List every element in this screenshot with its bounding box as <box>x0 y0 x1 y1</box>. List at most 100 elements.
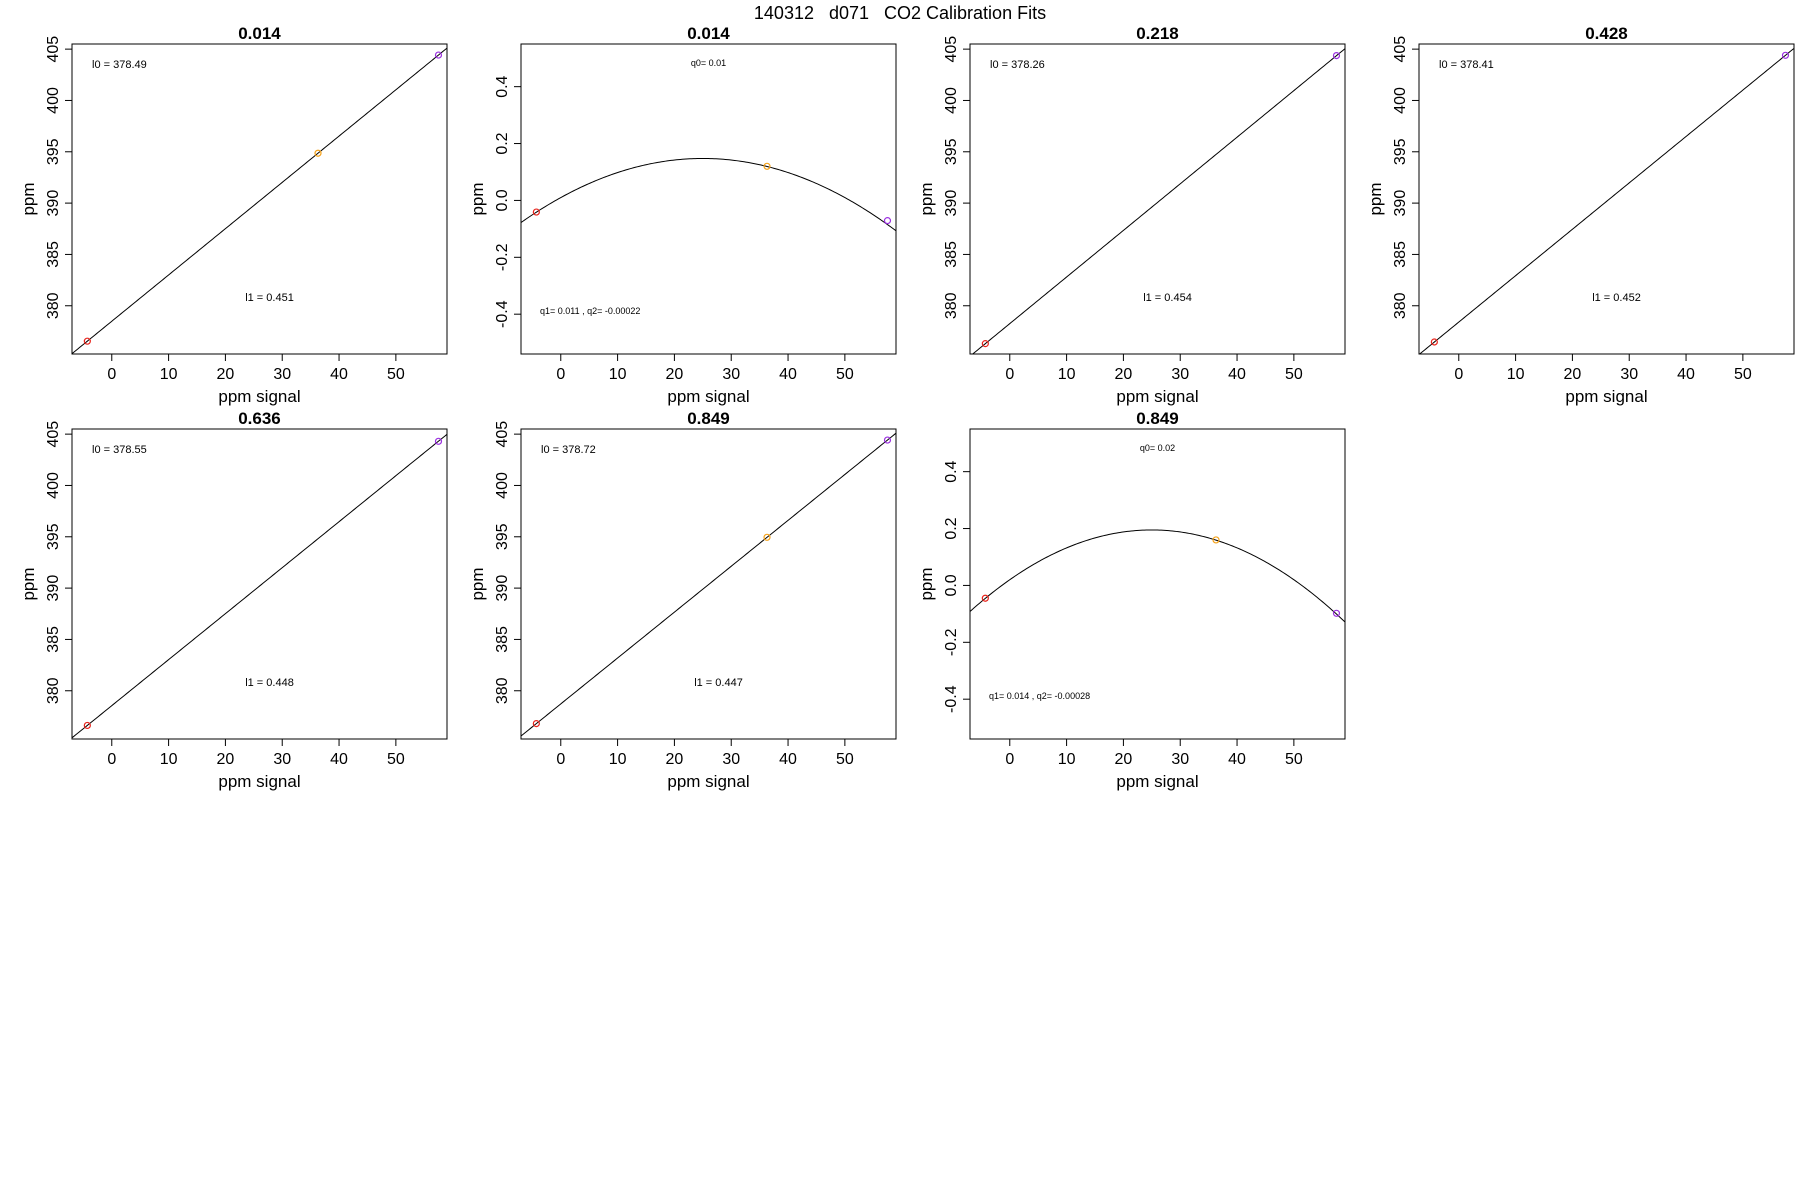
y-tick-label: 395 <box>1392 138 1409 165</box>
x-axis: 0 10 20 30 40 50 ppm signal <box>107 738 405 791</box>
y-tick-label: 380 <box>45 292 62 319</box>
y-axis-label: ppm <box>917 567 936 600</box>
x-axis: 0 10 20 30 40 50 ppm signal <box>1005 738 1303 791</box>
data-point <box>1212 536 1220 544</box>
y-tick-label: 380 <box>1392 292 1409 319</box>
x-tick-label: 40 <box>330 366 348 383</box>
fit-annotation: q0= 0.02 <box>1140 443 1175 453</box>
data-point <box>1332 51 1341 60</box>
x-tick-label: 30 <box>722 366 740 383</box>
y-tick-label: 0.2 <box>943 517 960 539</box>
y-axis: 380 385 390 395 400 405 ppm <box>19 36 73 319</box>
y-tick-label: 385 <box>1392 241 1409 268</box>
y-tick-label: 400 <box>45 87 62 114</box>
y-tick-label: 380 <box>494 677 511 704</box>
x-tick-label: 20 <box>666 751 684 768</box>
x-tick-label: 20 <box>1115 751 1133 768</box>
y-tick-label: -0.2 <box>943 628 960 656</box>
x-tick-label: 20 <box>217 751 235 768</box>
plot-area <box>969 43 1346 355</box>
chart-title: 0.636 <box>238 409 281 428</box>
x-tick-label: 40 <box>1228 366 1246 383</box>
chart-panel-3: 0.218 0 10 20 30 40 50 ppm signal 380 385 390 395 40… <box>917 24 1346 406</box>
fit-curve <box>1419 47 1794 354</box>
y-axis: -0.4 -0.2 0.0 0.2 0.4 ppm <box>468 75 522 328</box>
chart-title: 0.014 <box>687 24 730 43</box>
x-tick-label: 50 <box>1285 366 1303 383</box>
x-axis: 0 10 20 30 40 50 ppm signal <box>107 353 405 406</box>
y-axis: 380 385 390 395 400 405 ppm <box>19 421 73 704</box>
data-point <box>763 162 771 170</box>
data-point <box>1430 338 1438 346</box>
chart-title: 0.218 <box>1136 24 1179 43</box>
chart-panel-2: 0.014 0 10 20 30 40 50 ppm signal -0.4 -0.2 0.0 0.2… <box>468 24 897 406</box>
x-tick-label: 30 <box>273 366 291 383</box>
chart-title: 0.014 <box>238 24 281 43</box>
x-tick-label: 40 <box>1228 751 1246 768</box>
y-tick-label: 395 <box>45 523 62 550</box>
y-tick-label: -0.4 <box>494 300 511 328</box>
x-tick-label: 10 <box>1058 751 1076 768</box>
data-point <box>763 533 771 541</box>
y-axis: 380 385 390 395 400 405 ppm <box>1366 36 1420 319</box>
x-tick-label: 0 <box>107 751 116 768</box>
y-tick-label: 405 <box>943 36 960 63</box>
data-point <box>883 217 892 225</box>
x-tick-label: 20 <box>1115 366 1133 383</box>
x-tick-label: 10 <box>160 366 178 383</box>
y-tick-label: 0.4 <box>943 460 960 482</box>
x-tick-label: 50 <box>836 366 854 383</box>
y-tick-label: 400 <box>494 472 511 499</box>
y-tick-label: 0.0 <box>494 189 511 211</box>
x-axis: 0 10 20 30 40 50 ppm signal <box>556 353 854 406</box>
x-tick-label: 0 <box>1454 366 1463 383</box>
chart-panel-5: 0.636 0 10 20 30 40 50 ppm signal 380 385 390 395 40… <box>19 409 448 791</box>
x-tick-label: 10 <box>1058 366 1076 383</box>
data-point <box>83 337 91 345</box>
fit-curve <box>521 157 896 232</box>
x-tick-label: 40 <box>779 366 797 383</box>
x-tick-label: 30 <box>1171 751 1189 768</box>
fit-annotation: l1 = 0.454 <box>1143 292 1192 304</box>
y-tick-label: 385 <box>45 626 62 653</box>
fit-annotation: l0 = 378.49 <box>92 59 147 71</box>
x-axis-label: ppm signal <box>667 772 749 791</box>
x-axis-label: ppm signal <box>1565 387 1647 406</box>
y-tick-label: 400 <box>943 87 960 114</box>
y-tick-label: 390 <box>494 575 511 602</box>
fit-annotation: q1= 0.014 , q2= -0.00028 <box>989 691 1090 701</box>
y-tick-label: 405 <box>1392 36 1409 63</box>
fit-annotation: l0 = 378.55 <box>92 444 147 456</box>
x-tick-label: 40 <box>330 751 348 768</box>
data-point <box>1332 609 1341 617</box>
x-tick-label: 20 <box>1564 366 1582 383</box>
x-axis-label: ppm signal <box>218 772 300 791</box>
y-axis: -0.4 -0.2 0.0 0.2 0.4 ppm <box>917 460 971 713</box>
data-point <box>1781 51 1790 59</box>
x-tick-label: 50 <box>1734 366 1752 383</box>
y-tick-label: 405 <box>45 36 62 63</box>
fit-annotation: l0 = 378.41 <box>1439 59 1494 71</box>
x-tick-label: 40 <box>1677 366 1695 383</box>
y-tick-label: 405 <box>45 421 62 448</box>
fit-annotation: l0 = 378.26 <box>990 59 1045 71</box>
x-tick-label: 0 <box>1005 751 1014 768</box>
y-tick-label: 390 <box>943 190 960 217</box>
chart-panel-6: 0.849 0 10 20 30 40 50 ppm signal 380 385 390 395 40… <box>468 409 897 791</box>
fit-annotation: q0= 0.01 <box>691 58 726 68</box>
fit-annotation: l1 = 0.451 <box>245 292 294 304</box>
x-tick-label: 10 <box>609 751 627 768</box>
y-tick-label: 380 <box>45 677 62 704</box>
y-tick-label: 400 <box>1392 87 1409 114</box>
x-axis: 0 10 20 30 40 50 ppm signal <box>1005 353 1303 406</box>
fit-curve <box>971 48 1345 354</box>
y-axis-label: ppm <box>19 567 38 600</box>
x-tick-label: 0 <box>1005 366 1014 383</box>
data-point <box>981 594 989 602</box>
chart-title: 0.428 <box>1585 24 1628 43</box>
x-tick-label: 30 <box>722 751 740 768</box>
fit-curve <box>72 433 447 739</box>
y-tick-label: 400 <box>45 472 62 499</box>
x-tick-label: 30 <box>273 751 291 768</box>
chart-title: 0.849 <box>1136 409 1179 428</box>
